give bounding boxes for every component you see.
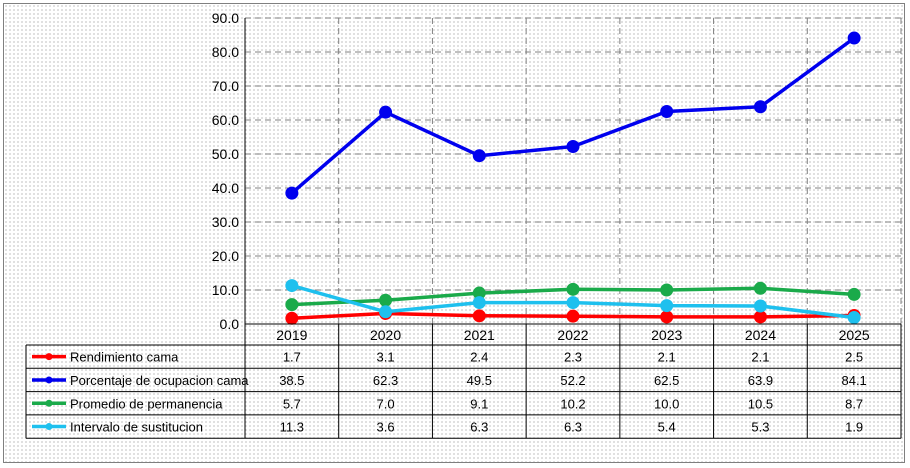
series-line-2 bbox=[290, 36, 856, 195]
data-point bbox=[472, 296, 486, 310]
x-tick-label: 2021 bbox=[464, 327, 495, 343]
data-label: 2.3 bbox=[564, 350, 582, 365]
legend-entry: Porcentaje de ocupacion cama bbox=[70, 373, 249, 388]
data-point bbox=[753, 281, 767, 295]
legend-entry: Rendimiento cama bbox=[70, 350, 179, 365]
x-tick-label: 2024 bbox=[745, 327, 776, 343]
data-point bbox=[379, 105, 393, 119]
data-label: 2.4 bbox=[470, 350, 488, 365]
legend-key-marker bbox=[45, 353, 53, 361]
data-label: 38.5 bbox=[279, 373, 304, 388]
x-tick-label: 2023 bbox=[651, 327, 682, 343]
y-tick-label: 90.0 bbox=[212, 10, 239, 26]
data-point bbox=[566, 296, 580, 310]
data-label: 6.3 bbox=[564, 420, 582, 435]
data-label: 63.9 bbox=[748, 373, 773, 388]
data-point bbox=[285, 311, 299, 325]
data-label: 1.9 bbox=[845, 420, 863, 435]
x-tick-label: 2022 bbox=[557, 327, 588, 343]
y-tick-label: 60.0 bbox=[212, 112, 239, 128]
data-point bbox=[566, 282, 580, 296]
data-point bbox=[566, 140, 580, 154]
data-label: 2.1 bbox=[658, 350, 676, 365]
data-point bbox=[285, 186, 299, 200]
data-table: 2019 2020 2021 2022 2023 2024 2025 Rendimiento … bbox=[25, 323, 902, 439]
y-tick-label: 40.0 bbox=[212, 180, 239, 196]
data-point bbox=[379, 305, 393, 319]
data-point bbox=[379, 293, 393, 307]
data-label: 3.6 bbox=[377, 420, 395, 435]
data-label: 8.7 bbox=[845, 396, 863, 411]
legend-entry: Promedio de permanencia bbox=[70, 396, 223, 411]
data-label: 62.5 bbox=[654, 373, 679, 388]
y-tick-label: 50.0 bbox=[212, 146, 239, 162]
data-label: 52.2 bbox=[560, 373, 585, 388]
y-tick-label: 0.0 bbox=[220, 316, 240, 332]
data-label: 2.5 bbox=[845, 350, 863, 365]
y-tick-label: 70.0 bbox=[212, 78, 239, 94]
chart-area bbox=[3, 3, 905, 463]
data-point bbox=[660, 299, 674, 313]
data-label: 10.2 bbox=[560, 396, 585, 411]
x-tick-label: 2019 bbox=[276, 327, 307, 343]
data-label: 5.7 bbox=[283, 396, 301, 411]
data-point bbox=[285, 279, 299, 293]
data-label: 3.1 bbox=[377, 350, 395, 365]
data-label: 6.3 bbox=[470, 420, 488, 435]
data-label: 5.3 bbox=[751, 420, 769, 435]
legend-key-marker bbox=[45, 399, 53, 407]
x-tick-label: 2025 bbox=[839, 327, 870, 343]
grid-lines bbox=[245, 17, 902, 324]
data-point bbox=[847, 287, 861, 301]
y-tick-label: 80.0 bbox=[212, 44, 239, 60]
data-label: 11.3 bbox=[280, 420, 304, 435]
data-point bbox=[566, 309, 580, 323]
data-point bbox=[847, 311, 861, 325]
data-label: 9.1 bbox=[470, 396, 488, 411]
data-label: 62.3 bbox=[373, 373, 398, 388]
data-point bbox=[285, 298, 299, 312]
data-label: 5.4 bbox=[658, 420, 676, 435]
y-tick-label: 10.0 bbox=[212, 282, 239, 298]
data-point bbox=[472, 149, 486, 163]
data-label: 2.1 bbox=[751, 350, 769, 365]
data-point bbox=[660, 283, 674, 297]
data-point bbox=[472, 309, 486, 323]
data-label: 84.1 bbox=[841, 373, 866, 388]
legend-key-marker bbox=[45, 376, 53, 384]
legend-entry: Intervalo de sustitucion bbox=[70, 420, 203, 435]
data-point bbox=[660, 310, 674, 324]
data-label: 7.0 bbox=[377, 396, 395, 411]
legend-key-marker bbox=[45, 423, 53, 431]
y-tick-label: 30.0 bbox=[212, 214, 239, 230]
data-label: 10.0 bbox=[654, 396, 679, 411]
series-lines bbox=[285, 31, 861, 325]
data-point bbox=[660, 105, 674, 118]
data-label: 49.5 bbox=[467, 373, 492, 388]
data-point bbox=[753, 100, 767, 114]
y-axis: 0.0 10.0 20.0 30.0 40.0 50.0 60.0 70.0 80.0 90.0 bbox=[212, 10, 246, 332]
data-point bbox=[753, 299, 767, 313]
data-point bbox=[847, 31, 861, 45]
x-tick-label: 2020 bbox=[370, 327, 401, 343]
y-tick-label: 20.0 bbox=[212, 248, 239, 264]
data-label: 1.7 bbox=[283, 350, 301, 365]
data-point bbox=[753, 310, 767, 324]
data-label: 10.5 bbox=[748, 396, 773, 411]
